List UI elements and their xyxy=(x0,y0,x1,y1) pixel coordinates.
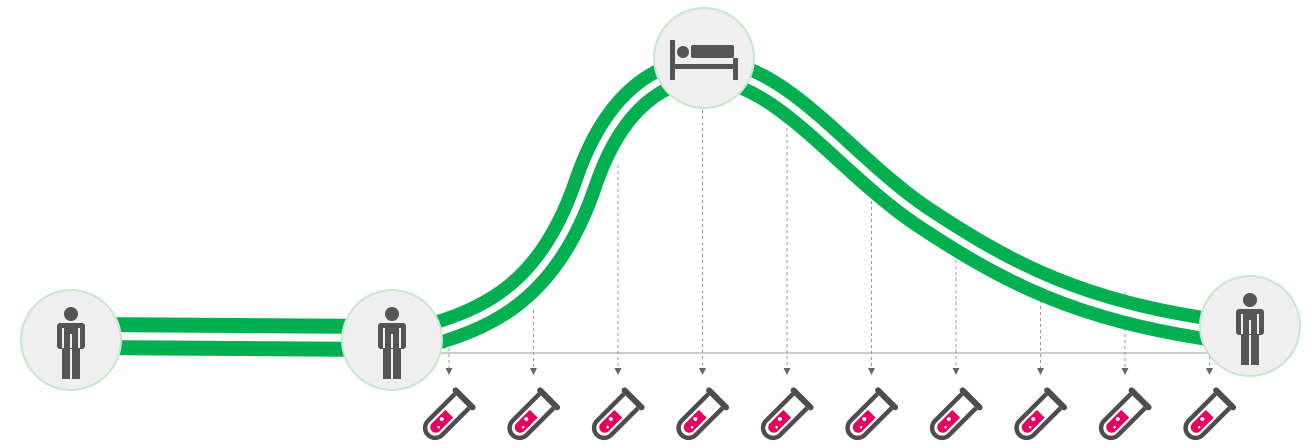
person-standing-icon xyxy=(378,307,406,379)
stage-node-peak-illness xyxy=(653,7,755,109)
test-tube-icon xyxy=(1014,387,1068,441)
bed-icon xyxy=(670,40,738,80)
test-tube-icon xyxy=(591,387,645,441)
test-tube-icon xyxy=(845,387,899,441)
sampling-arrow-icon xyxy=(530,368,537,375)
sampling-arrow-icon xyxy=(1206,368,1213,375)
sampling-arrow-icon xyxy=(868,368,875,375)
person-standing-icon xyxy=(57,307,85,379)
sample-tubes-row xyxy=(422,387,1237,441)
test-tube-icon xyxy=(422,387,476,441)
test-tube-icon xyxy=(1098,387,1152,441)
sampling-arrow-icon xyxy=(445,368,453,375)
curve-flat-segment-gap xyxy=(87,332,381,342)
curve-main-segment xyxy=(415,52,1218,355)
test-tube-icon xyxy=(1183,387,1237,441)
sampling-arrow-icon xyxy=(952,368,960,375)
test-tube-icon xyxy=(760,387,814,441)
person-standing-icon xyxy=(1236,293,1264,365)
sampling-arrow-icon xyxy=(614,368,622,375)
sampling-arrow-icon xyxy=(699,368,706,375)
sampling-arrow-icon xyxy=(1121,368,1129,375)
stage-node-healthy-start xyxy=(20,289,122,391)
progression-curve xyxy=(87,52,1218,357)
test-tube-icon xyxy=(929,387,983,441)
stage-node-recovered xyxy=(1199,275,1301,377)
stage-node-infection-onset xyxy=(341,289,443,391)
test-tube-icon xyxy=(676,387,730,441)
sampling-arrow-icon xyxy=(1037,368,1044,375)
test-tube-icon xyxy=(507,387,561,441)
sampling-arrow-icon xyxy=(783,368,791,375)
